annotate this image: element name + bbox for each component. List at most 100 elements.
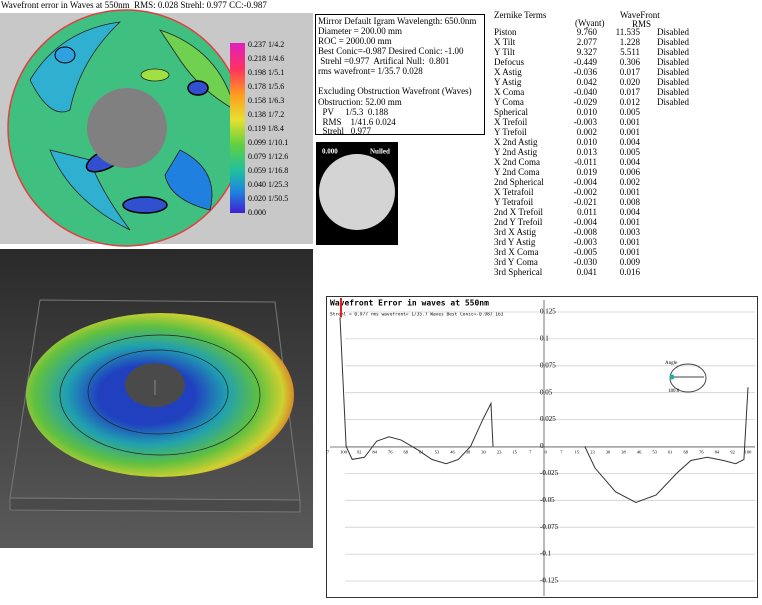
x-tick-label: 100 — [745, 450, 753, 455]
info-lines: Mirror Default Igram Wavelength: 650.0nm… — [318, 16, 476, 136]
angle-value: 180.0 — [668, 389, 680, 394]
info-line: Best Conic=-0.987 Desired Conic: -1.00 — [318, 46, 464, 56]
x-tick-label: 30 — [481, 450, 486, 455]
x-tick-label: 38 — [466, 450, 471, 455]
zernike-cell: Y 2nd Coma — [494, 167, 540, 177]
x-tick-label: 23 — [590, 450, 595, 455]
zernike-cell: 0.002 — [620, 177, 640, 187]
zernike-cell: -0.003 — [574, 117, 598, 127]
colorbar-label: 0.000 — [248, 208, 266, 217]
zernike-cell: Spherical — [494, 107, 528, 117]
zernike-cell: 9.760 — [577, 27, 598, 37]
zernike-cell: Disabled — [657, 57, 689, 67]
x-tick-label: 76 — [388, 450, 393, 455]
3d-view — [0, 249, 313, 548]
y-tick-label: 0.1 — [540, 335, 549, 343]
info-line: Obstruction: 52.00 mm — [318, 97, 402, 107]
y-tick-label: 0 — [540, 442, 544, 450]
y-tick-label: -0.05 — [540, 496, 555, 504]
zernike-cell: 9.327 — [577, 47, 598, 57]
zernike-cell: 0.002 — [577, 127, 597, 137]
zernike-cell: Y Tilt — [494, 47, 515, 57]
info-line: Strehl =0.977 Artifical Null: 0.801 — [318, 56, 449, 66]
zernike-cell: -0.008 — [574, 227, 598, 237]
zernike-cell: 3rd Spherical — [494, 267, 543, 277]
zernike-cell: 0.001 — [620, 187, 640, 197]
zernike-cell: 0.004 — [620, 157, 641, 167]
colorbar-label: 0.099 1/10.1 — [248, 138, 288, 147]
zernike-wavefront: WaveFront — [620, 10, 660, 20]
x-tick-label: 76 — [699, 450, 704, 455]
zernike-cell: 3rd Y Coma — [494, 257, 538, 267]
zernike-cell: 0.042 — [577, 77, 597, 87]
zernike-cell: 0.013 — [577, 147, 598, 157]
y-tick-label: -0.1 — [540, 550, 552, 558]
zernike-cell: -0.003 — [574, 237, 598, 247]
zernike-cell: Y Trefoil — [494, 127, 527, 137]
zernike-cell: X Tilt — [494, 37, 516, 47]
x-tick-label: 7 — [560, 450, 563, 455]
y-tick-label: -0.025 — [540, 469, 559, 477]
zernike-cell: -0.002 — [574, 187, 597, 197]
zernike-cell: 5.511 — [620, 47, 640, 57]
profile-subtitle: Strehl = 0.977 rms wavefront= 1/35.7 Wav… — [330, 312, 504, 318]
zernike-cell: 0.005 — [620, 107, 641, 117]
x-tick-label: 0 — [545, 450, 548, 455]
zernike-cell: 0.019 — [577, 167, 598, 177]
zernike-cell: 0.008 — [620, 197, 641, 207]
nulled-value: 0.000 — [322, 148, 338, 156]
zernike-cell: 11.535 — [616, 27, 641, 37]
x-tick-label: 46 — [637, 450, 642, 455]
x-tick-label: 15 — [575, 450, 580, 455]
zernike-cell: -0.449 — [574, 57, 598, 67]
zernike-cell: 0.041 — [577, 267, 597, 277]
zernike-cell: 1.228 — [620, 37, 641, 47]
zernike-cell: -0.029 — [574, 97, 598, 107]
x-tick-label: 23 — [497, 450, 502, 455]
zernike-cell: -0.004 — [574, 177, 598, 187]
colorbar-label: 0.059 1/16.8 — [248, 166, 288, 175]
info-line: PV 1/5.3 0.188 — [318, 107, 389, 117]
zernike-cell: 0.009 — [620, 257, 641, 267]
x-tick-label: 15 — [512, 450, 517, 455]
contour-map — [7, 9, 245, 247]
zernike-cell: 3rd X Astig — [494, 227, 537, 237]
zernike-wyant: (Wyant) — [575, 18, 604, 28]
x-tick-label: 92 — [357, 450, 362, 455]
zernike-table: Zernike Terms (Wyant) WaveFront RMS Pist… — [494, 10, 689, 277]
colorbar-label: 0.198 1/5.1 — [248, 68, 284, 77]
colorbar-label: 0.138 1/7.2 — [248, 110, 284, 119]
x-tick-label: 68 — [404, 450, 409, 455]
zernike-cell: 2nd X Trefoil — [494, 207, 544, 217]
x-tick-label: 30 — [606, 450, 611, 455]
zernike-cell: 0.012 — [620, 97, 640, 107]
colorbar-label: 0.158 1/6.3 — [248, 96, 284, 105]
colorbar-label: 0.119 1/8.4 — [248, 124, 284, 133]
colorbar-label: 0.237 1/4.2 — [248, 40, 284, 49]
colorbar-label: 0.079 1/12.6 — [248, 152, 288, 161]
zernike-cell: 2.077 — [577, 37, 598, 47]
nulled-label: Nulled — [370, 148, 390, 156]
y-tick-label: -0.125 — [540, 577, 559, 585]
zernike-cell: X 2nd Coma — [494, 157, 540, 167]
info-line: Excluding Obstruction Wavefront (Waves) — [318, 86, 472, 96]
colorbar — [230, 43, 245, 213]
zernike-cell: 0.001 — [620, 237, 640, 247]
zernike-cell: X 2nd Astig — [494, 137, 538, 147]
colorbar-label: 0.040 1/25.3 — [248, 180, 288, 189]
zernike-cell: Disabled — [657, 47, 689, 57]
zernike-rms: RMS — [632, 19, 651, 29]
zernike-cell: 2nd Spherical — [494, 177, 544, 187]
zernike-cell: 2nd Y Trefoil — [494, 217, 543, 227]
profile-line — [584, 387, 749, 503]
y-tick-label: 0.075 — [540, 361, 556, 369]
zernike-cell: Piston — [494, 27, 517, 37]
zernike-cell: 0.005 — [620, 147, 641, 157]
zernike-cell: X Astig — [494, 67, 522, 77]
x-tick-label: 84 — [372, 450, 377, 455]
zernike-cell: Y Tetrafoil — [494, 197, 534, 207]
zernike-cell: X Coma — [494, 87, 524, 97]
zernike-cell: -0.005 — [574, 247, 598, 257]
info-line: Mirror Default Igram Wavelength: 650.0nm — [318, 16, 476, 26]
